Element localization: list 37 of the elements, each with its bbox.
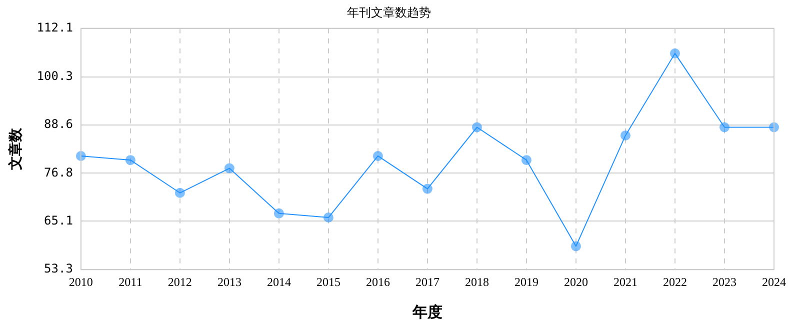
x-axis-title: 年度 xyxy=(411,302,442,321)
x-tick-label: 2011 xyxy=(118,274,142,289)
point xyxy=(224,163,234,174)
x-tick-label: 2014 xyxy=(266,274,291,289)
chart-title: 年刊文章数趋势 xyxy=(347,5,431,20)
y-axis-title: 文章数 xyxy=(7,127,24,171)
x-tick-label: 2023 xyxy=(712,274,736,289)
x-tick-label: 2017 xyxy=(415,274,440,289)
point xyxy=(323,212,334,223)
x-tick-label: 2021 xyxy=(613,274,638,289)
point xyxy=(422,184,432,194)
point xyxy=(372,150,383,161)
x-tick-label: 2010 xyxy=(68,274,93,289)
point xyxy=(274,208,284,218)
x-tick-label: 2019 xyxy=(514,274,538,289)
x-tick-label: 2022 xyxy=(662,274,687,289)
x-tick-label: 2018 xyxy=(464,274,489,289)
x-tick-label: 2015 xyxy=(316,274,340,289)
point xyxy=(125,155,136,166)
point xyxy=(174,188,185,198)
y-tick-label: 100.3 xyxy=(36,68,73,83)
point xyxy=(570,241,581,252)
y-tick-label: 112.1 xyxy=(36,20,73,35)
x-tick-label: 2016 xyxy=(366,274,390,289)
y-tick-label: 53.3 xyxy=(44,262,73,276)
x-tick-label: 2024 xyxy=(762,274,786,289)
y-tick-label: 76.8 xyxy=(44,165,73,180)
point xyxy=(670,48,680,58)
point xyxy=(521,155,532,166)
y-tick-label: 65.1 xyxy=(44,213,73,228)
x-tick-label: 2013 xyxy=(217,274,242,289)
x-tick-label: 2020 xyxy=(564,274,588,289)
point xyxy=(719,122,730,132)
point xyxy=(620,130,630,140)
x-tick-label: 2012 xyxy=(168,274,192,289)
y-tick-label: 88.6 xyxy=(44,116,73,131)
point xyxy=(472,122,482,132)
